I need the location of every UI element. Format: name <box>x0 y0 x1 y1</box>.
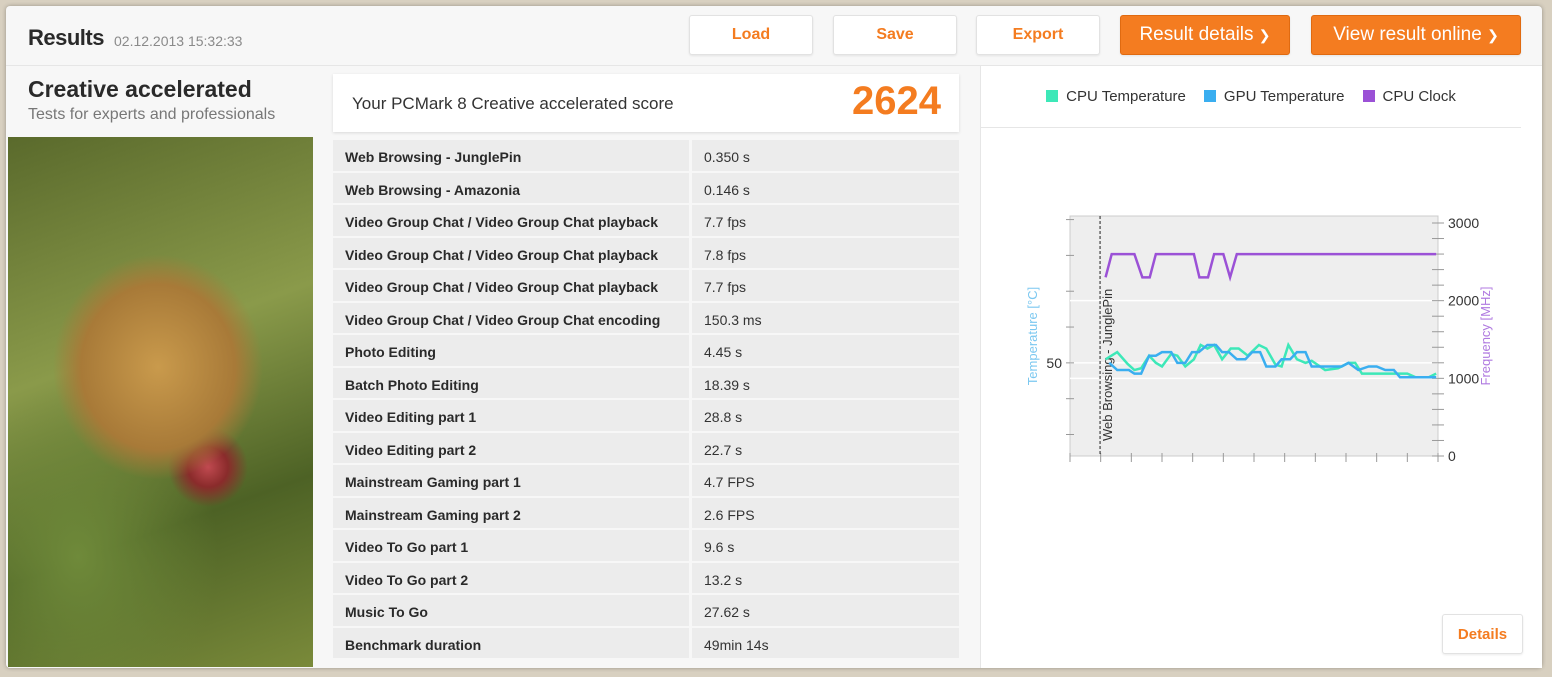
export-button[interactable]: Export <box>976 15 1100 55</box>
result-row: Video Group Chat / Video Group Chat play… <box>333 237 959 268</box>
legend-label: CPU Temperature <box>1066 88 1186 105</box>
result-name: Video Group Chat / Video Group Chat play… <box>333 270 689 301</box>
result-value: 27.62 s <box>692 595 959 626</box>
result-name: Benchmark duration <box>333 627 689 658</box>
result-value: 18.39 s <box>692 367 959 398</box>
series-line-2 <box>1104 252 1437 282</box>
y-tick-label-right: 2000 <box>1448 293 1479 309</box>
result-name: Video Editing part 1 <box>333 400 689 431</box>
y-tick-label-right: 1000 <box>1448 370 1479 386</box>
chevron-right-icon: ❯ <box>1487 26 1499 43</box>
result-name: Video Group Chat / Video Group Chat enco… <box>333 302 689 333</box>
result-row: Benchmark duration 49min 14s <box>333 627 959 658</box>
result-value: 0.350 s <box>692 140 959 171</box>
legend-label: CPU Clock <box>1382 88 1456 105</box>
view-result-online-button[interactable]: View result online ❯ <box>1311 15 1521 55</box>
result-name: Video Editing part 2 <box>333 432 689 463</box>
series-line-1 <box>1108 343 1437 379</box>
result-name: Video Group Chat / Video Group Chat play… <box>333 237 689 268</box>
monitoring-chart: 5001000200030000:000:301:00Time [s]Tempe… <box>1025 215 1493 464</box>
header: Results 02.12.2013 15:32:33 Load Save Ex… <box>6 6 1542 66</box>
result-value: 28.8 s <box>692 400 959 431</box>
y-axis-label-left: Temperature [°C] <box>1025 287 1040 385</box>
result-value: 4.7 FPS <box>692 465 959 496</box>
legend-item[interactable]: GPU Temperature <box>1203 88 1345 105</box>
result-row: Video Group Chat / Video Group Chat play… <box>333 270 959 301</box>
test-marker-label: Web Browsing - JunglePin <box>1100 289 1115 441</box>
legend-swatch <box>1362 90 1375 102</box>
test-subtitle: Tests for experts and professionals <box>28 106 276 123</box>
result-date: 02.12.2013 15:32:33 <box>114 33 243 49</box>
result-name: Mainstream Gaming part 1 <box>333 465 689 496</box>
result-row: Video To Go part 1 9.6 s <box>333 530 959 561</box>
test-panel: Creative accelerated Tests for experts a… <box>6 66 316 668</box>
result-name: Video Group Chat / Video Group Chat play… <box>333 205 689 236</box>
leopard-image <box>8 137 313 667</box>
details-button[interactable]: Details <box>1442 614 1523 654</box>
result-row: Batch Photo Editing 18.39 s <box>333 367 959 398</box>
result-row: Video Editing part 1 28.8 s <box>333 400 959 431</box>
result-value: 4.45 s <box>692 335 959 366</box>
result-row: Video Editing part 2 22.7 s <box>333 432 959 463</box>
score-card: Your PCMark 8 Creative accelerated score… <box>333 74 959 132</box>
result-value: 7.7 fps <box>692 270 959 301</box>
result-row: Photo Editing 4.45 s <box>333 335 959 366</box>
chevron-right-icon: ❯ <box>1258 26 1271 43</box>
legend-item[interactable]: CPU Temperature <box>1046 88 1186 105</box>
results-window: Results 02.12.2013 15:32:33 Load Save Ex… <box>6 6 1542 668</box>
result-value: 7.8 fps <box>692 237 959 268</box>
result-value: 150.3 ms <box>692 302 959 333</box>
result-row: Mainstream Gaming part 1 4.7 FPS <box>333 465 959 496</box>
result-name: Batch Photo Editing <box>333 367 689 398</box>
result-row: Web Browsing - Amazonia 0.146 s <box>333 172 959 203</box>
legend-item[interactable]: CPU Clock <box>1362 88 1456 105</box>
results-panel: Your PCMark 8 Creative accelerated score… <box>324 66 974 668</box>
y-tick-label: 50 <box>1046 355 1062 371</box>
legend-label: GPU Temperature <box>1223 88 1345 105</box>
result-row: Video To Go part 2 13.2 s <box>333 562 959 593</box>
y-tick-label-right: 0 <box>1448 448 1456 464</box>
result-value: 22.7 s <box>692 432 959 463</box>
result-details-label: Result details <box>1139 24 1254 45</box>
score-value: 2624 <box>852 79 941 123</box>
result-value: 7.7 fps <box>692 205 959 236</box>
result-name: Video To Go part 1 <box>333 530 689 561</box>
result-name: Music To Go <box>333 595 689 626</box>
result-value: 0.146 s <box>692 172 959 203</box>
load-button[interactable]: Load <box>689 15 813 55</box>
page-title: Results <box>28 25 104 50</box>
result-row: Music To Go 27.62 s <box>333 595 959 626</box>
score-label: Your PCMark 8 Creative accelerated score <box>352 94 674 113</box>
results-table: Web Browsing - JunglePin 0.350 s Web Brows… <box>333 140 959 660</box>
view-online-label: View result online <box>1333 24 1482 45</box>
y-axis-label-right: Frequency [MHz] <box>1478 287 1493 386</box>
test-name: Creative accelerated <box>28 76 252 102</box>
result-name: Web Browsing - JunglePin <box>333 140 689 171</box>
result-name: Mainstream Gaming part 2 <box>333 497 689 528</box>
result-name: Photo Editing <box>333 335 689 366</box>
result-value: 49min 14s <box>692 627 959 658</box>
plot-area <box>1069 215 1439 457</box>
result-details-button[interactable]: Result details ❯ <box>1120 15 1290 55</box>
save-button[interactable]: Save <box>833 15 957 55</box>
result-value: 2.6 FPS <box>692 497 959 528</box>
legend-swatch <box>1046 90 1059 102</box>
result-value: 9.6 s <box>692 530 959 561</box>
chart-legend: CPU Temperature GPU Temperature CPU Clock <box>981 66 1521 128</box>
result-row: Video Group Chat / Video Group Chat play… <box>333 205 959 236</box>
result-name: Web Browsing - Amazonia <box>333 172 689 203</box>
result-row: Mainstream Gaming part 2 2.6 FPS <box>333 497 959 528</box>
result-name: Video To Go part 2 <box>333 562 689 593</box>
monitoring-panel: CPU Temperature GPU Temperature CPU Clock … <box>980 66 1542 668</box>
result-value: 13.2 s <box>692 562 959 593</box>
y-tick-label-right: 3000 <box>1448 215 1479 231</box>
result-row: Video Group Chat / Video Group Chat enco… <box>333 302 959 333</box>
legend-swatch <box>1203 90 1216 102</box>
result-row: Web Browsing - JunglePin 0.350 s <box>333 140 959 171</box>
